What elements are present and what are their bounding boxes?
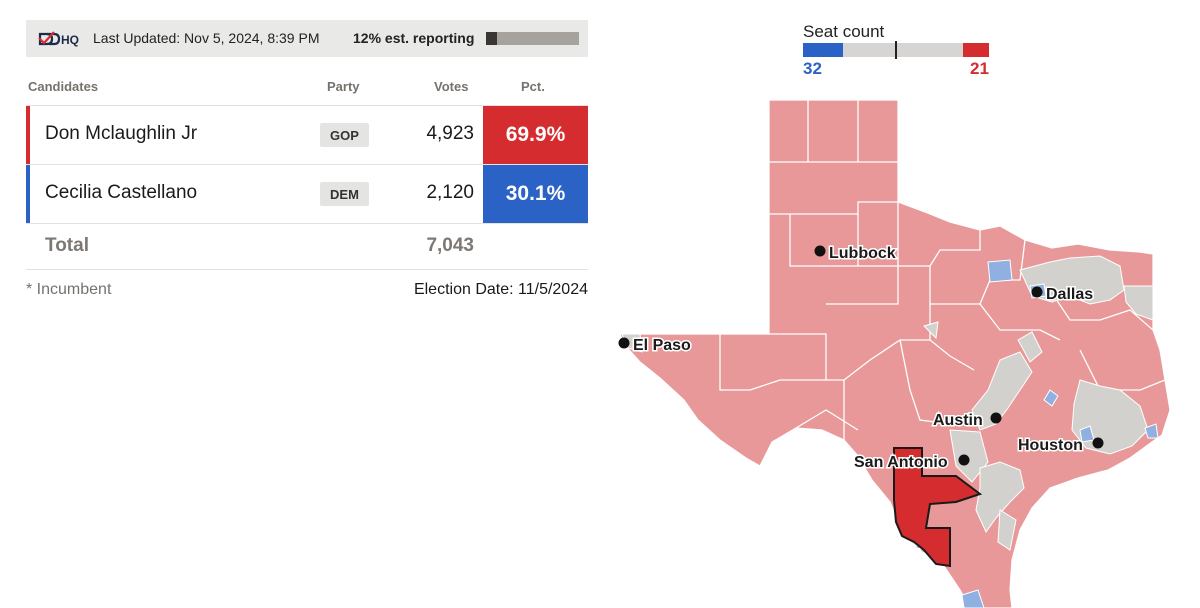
- seat-count-title: Seat count: [803, 22, 885, 41]
- total-label: Total: [45, 235, 89, 256]
- texas-state-shape: [619, 99, 1171, 608]
- ddhq-logo: HQ: [38, 31, 79, 47]
- total-votes: 7,043: [426, 235, 474, 256]
- city-dallas[interactable]: Dallas: [1031, 285, 1095, 305]
- svg-text:Houston: Houston: [1018, 437, 1083, 454]
- city-houston[interactable]: Houston: [1017, 436, 1104, 456]
- svg-text:Lubbock: Lubbock: [829, 245, 896, 262]
- city-markers: Lubbock Dallas El Paso Austin Houston Sa…: [618, 244, 1104, 473]
- uncalled-districts: [621, 255, 1154, 551]
- reporting-progress-fill: [486, 32, 498, 45]
- texas-district-map[interactable]: Lubbock Dallas El Paso Austin Houston Sa…: [600, 90, 1200, 608]
- svg-text:El Paso: El Paso: [633, 337, 691, 354]
- reporting-percent-text: 12% est. reporting: [353, 30, 475, 46]
- party-color-stripe: [26, 165, 30, 223]
- city-el-paso[interactable]: El Paso: [618, 336, 693, 356]
- city-austin[interactable]: Austin: [932, 411, 1002, 431]
- seat-bar-rep: [962, 43, 989, 57]
- results-header-bar: HQ Last Updated: Nov 5, 2024, 8:39 PM 12…: [26, 20, 588, 57]
- seat-majority-marker: [895, 41, 897, 59]
- column-header-pct: Pct.: [521, 79, 545, 94]
- city-san-antonio[interactable]: San Antonio: [853, 453, 970, 473]
- reporting-progress-bar: [486, 32, 579, 45]
- svg-text:San Antonio: San Antonio: [854, 454, 948, 471]
- candidate-name: Don Mclaughlin Jr: [45, 123, 198, 144]
- svg-text:Austin: Austin: [933, 412, 983, 429]
- vote-percent: 69.9%: [483, 106, 588, 164]
- city-lubbock[interactable]: Lubbock: [814, 244, 897, 264]
- svg-text:HQ: HQ: [61, 33, 79, 47]
- incumbent-note: * Incumbent: [26, 281, 112, 298]
- district-boundaries: [719, 100, 1166, 440]
- party-badge: GOP: [320, 123, 369, 147]
- column-header-candidates: Candidates: [28, 79, 99, 94]
- seat-bar-dem: [803, 43, 843, 57]
- election-date: Election Date: 11/5/2024: [413, 281, 588, 298]
- party-badge: DEM: [320, 182, 369, 206]
- candidate-name: Cecilia Castellano: [45, 182, 198, 203]
- seat-count-rep: 21: [970, 59, 989, 78]
- svg-text:Dallas: Dallas: [1046, 286, 1093, 303]
- column-header-party: Party: [327, 79, 360, 94]
- seat-count-dem: 32: [803, 59, 822, 78]
- vote-count: 4,923: [426, 123, 474, 144]
- column-header-votes: Votes: [434, 79, 469, 94]
- header-divider: [26, 105, 588, 106]
- seat-count-bar: [803, 41, 989, 59]
- party-color-stripe: [26, 106, 30, 164]
- vote-count: 2,120: [426, 182, 474, 203]
- total-row: Total 7,043: [26, 223, 588, 270]
- vote-percent: 30.1%: [483, 165, 588, 223]
- candidate-row-dem[interactable]: Cecilia Castellano DEM 2,120 30.1%: [26, 165, 588, 224]
- last-updated-text: Last Updated: Nov 5, 2024, 8:39 PM: [93, 30, 320, 46]
- candidate-row-gop[interactable]: Don Mclaughlin Jr GOP 4,923 69.9%: [26, 106, 588, 165]
- highlighted-district[interactable]: [893, 447, 983, 568]
